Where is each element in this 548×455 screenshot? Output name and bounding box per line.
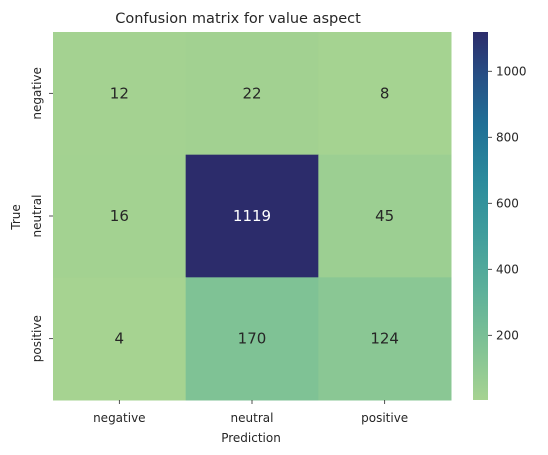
heatmap-cell xyxy=(53,154,187,278)
cell-value-label: 1119 xyxy=(233,207,271,225)
x-axis-label: Prediction xyxy=(221,431,281,445)
heatmap-cell xyxy=(53,32,187,156)
cell-value-label: 45 xyxy=(375,207,394,225)
cell-value-label: 124 xyxy=(370,330,399,348)
colorbar-ticks: 200 400 600 800 1000 xyxy=(488,64,527,342)
heatmap-cell xyxy=(318,32,452,156)
heatmap-cell xyxy=(185,32,319,156)
x-tick-label: positive xyxy=(361,411,408,425)
heatmap-cell xyxy=(185,154,319,278)
colorbar-tick-label: 600 xyxy=(496,196,519,210)
colorbar-tick-label: 800 xyxy=(496,130,519,144)
colorbar-tick-label: 200 xyxy=(496,328,519,342)
heatmap-cell xyxy=(185,277,319,401)
x-axis-ticks: negative neutral positive xyxy=(93,400,408,425)
y-tick-label: negative xyxy=(30,67,44,119)
colorbar xyxy=(473,32,488,400)
colorbar-tick-label: 1000 xyxy=(496,64,527,78)
x-tick-label: neutral xyxy=(231,411,274,425)
cell-value-label: 170 xyxy=(238,330,267,348)
colorbar-tick-label: 400 xyxy=(496,262,519,276)
cell-value-label: 16 xyxy=(110,207,129,225)
heatmap-cells: 12 22 8 16 1119 45 4 170 124 xyxy=(53,32,452,401)
y-axis-ticks: negative neutral positive xyxy=(30,67,53,362)
cell-value-label: 12 xyxy=(110,84,129,102)
cell-value-label: 22 xyxy=(242,84,261,102)
x-tick-label: negative xyxy=(93,411,145,425)
y-tick-label: neutral xyxy=(30,195,44,238)
cell-value-label: 8 xyxy=(380,84,390,102)
y-tick-label: positive xyxy=(30,315,44,362)
heatmap-cell xyxy=(318,277,452,401)
chart-title: Confusion matrix for value aspect xyxy=(115,11,361,27)
y-axis-label: True xyxy=(9,204,23,231)
heatmap-cell xyxy=(318,154,452,278)
heatmap-cell xyxy=(53,277,187,401)
cell-value-label: 4 xyxy=(115,330,125,348)
